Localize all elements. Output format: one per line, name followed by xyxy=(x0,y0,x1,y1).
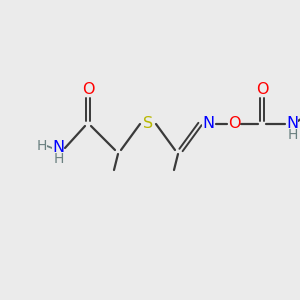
Text: O: O xyxy=(82,82,94,97)
Text: N: N xyxy=(202,116,214,131)
Text: O: O xyxy=(256,82,268,97)
Text: H: H xyxy=(54,152,64,166)
Text: N: N xyxy=(286,116,298,131)
Text: N: N xyxy=(52,140,64,155)
Text: O: O xyxy=(228,116,240,131)
Text: H: H xyxy=(288,128,298,142)
Text: H: H xyxy=(37,139,47,153)
Text: S: S xyxy=(143,116,153,131)
